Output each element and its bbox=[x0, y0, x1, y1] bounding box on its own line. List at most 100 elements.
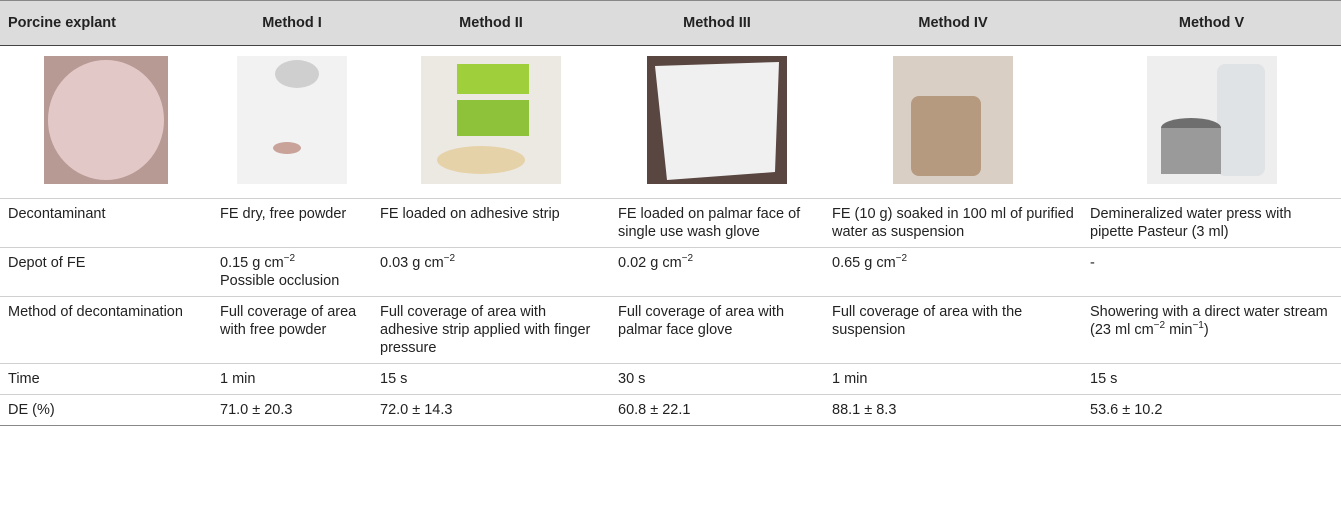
cell-text: FE loaded on palmar face of single use w… bbox=[618, 206, 801, 240]
table-cell: Full coverage of area with adhesive stri… bbox=[372, 296, 610, 364]
superscript: −2 bbox=[1153, 320, 1166, 332]
superscript: −2 bbox=[443, 253, 456, 265]
cell-line: 0.65 g cm−2 bbox=[832, 254, 1074, 272]
cell-line: 0.15 g cm−2 bbox=[220, 254, 364, 272]
cell-line: Showering with a direct water stream (23… bbox=[1090, 303, 1333, 339]
table-cell: - bbox=[1082, 247, 1341, 297]
image-cell bbox=[0, 45, 212, 199]
column-header: Porcine explant bbox=[0, 0, 212, 46]
cell-text: FE dry, free powder bbox=[220, 206, 347, 222]
cell-line: 0.03 g cm−2 bbox=[380, 254, 602, 272]
cell-line: FE (10 g) soaked in 100 ml of purified w… bbox=[832, 205, 1074, 241]
row-label: Time bbox=[0, 363, 212, 395]
cell-line: FE dry, free powder bbox=[220, 205, 364, 223]
row-label: Depot of FE bbox=[0, 247, 212, 297]
superscript: −2 bbox=[895, 253, 908, 265]
cell-line: 72.0 ± 14.3 bbox=[380, 401, 602, 419]
table-row: Decontaminant FE dry, free powder FE loade… bbox=[0, 198, 1341, 248]
table-cell: 53.6 ± 10.2 bbox=[1082, 394, 1341, 426]
cell-text: 72.0 ± 14.3 bbox=[380, 402, 453, 418]
image-cell bbox=[212, 45, 372, 199]
cell-line: 88.1 ± 8.3 bbox=[832, 401, 1074, 419]
photo-method-2 bbox=[421, 55, 561, 184]
image-row bbox=[0, 45, 1341, 199]
table-cell: 0.02 g cm−2 bbox=[610, 247, 824, 297]
cell-text: Possible occlusion bbox=[220, 273, 340, 289]
cell-text: 15 s bbox=[380, 371, 408, 387]
superscript: −1 bbox=[1192, 320, 1204, 332]
column-header: Method IV bbox=[824, 0, 1082, 46]
table-cell: Full coverage of area with the suspensio… bbox=[824, 296, 1082, 364]
cell-text: Demineralized water press with pipette P… bbox=[1090, 206, 1292, 240]
table-cell: 15 s bbox=[1082, 363, 1341, 395]
table-cell: 0.15 g cm−2 Possible occlusion bbox=[212, 247, 372, 297]
table-cell: FE loaded on palmar face of single use w… bbox=[610, 198, 824, 248]
table-row: Method of decontamination Full coverage o… bbox=[0, 296, 1341, 364]
cell-text: FE loaded on adhesive strip bbox=[380, 206, 560, 222]
header-row: Porcine explant Method I Method II Method I… bbox=[0, 0, 1341, 46]
cell-text: ) bbox=[1203, 322, 1209, 338]
cell-text: 0.65 g cm bbox=[832, 255, 896, 271]
table-cell: 72.0 ± 14.3 bbox=[372, 394, 610, 426]
row-label: Decontaminant bbox=[0, 198, 212, 248]
photo-method-5 bbox=[1146, 55, 1277, 184]
cell-text: 0.15 g cm bbox=[220, 255, 284, 271]
table-cell: 88.1 ± 8.3 bbox=[824, 394, 1082, 426]
cell-line: Possible occlusion bbox=[220, 272, 364, 290]
cell-line: 30 s bbox=[618, 370, 816, 388]
cell-line: Full coverage of area with free powder bbox=[220, 303, 364, 339]
table-row: DE (%) 71.0 ± 20.3 72.0 ± 14.3 60.8 ± 22.1 8… bbox=[0, 394, 1341, 426]
image-cell bbox=[824, 45, 1082, 199]
table-cell: 1 min bbox=[824, 363, 1082, 395]
table-cell: Showering with a direct water stream (23… bbox=[1082, 296, 1341, 364]
cell-text: 71.0 ± 20.3 bbox=[220, 402, 293, 418]
cell-line: 0.02 g cm−2 bbox=[618, 254, 816, 272]
table-cell: 0.65 g cm−2 bbox=[824, 247, 1082, 297]
table-cell: Demineralized water press with pipette P… bbox=[1082, 198, 1341, 248]
cell-line: 53.6 ± 10.2 bbox=[1090, 401, 1333, 419]
table-cell: 0.03 g cm−2 bbox=[372, 247, 610, 297]
cell-text: FE (10 g) soaked in 100 ml of purified w… bbox=[832, 206, 1074, 240]
table-cell: Full coverage of area with palmar face g… bbox=[610, 296, 824, 364]
cell-line: Full coverage of area with adhesive stri… bbox=[380, 303, 602, 357]
superscript: −2 bbox=[283, 253, 296, 265]
cell-line: 1 min bbox=[832, 370, 1074, 388]
table-cell: Full coverage of area with free powder bbox=[212, 296, 372, 364]
cell-text: Full coverage of area with free powder bbox=[220, 304, 357, 338]
cell-line: FE loaded on palmar face of single use w… bbox=[618, 205, 816, 241]
cell-line: Full coverage of area with palmar face g… bbox=[618, 303, 816, 339]
table-cell: 30 s bbox=[610, 363, 824, 395]
image-cell bbox=[610, 45, 824, 199]
table-cell: 71.0 ± 20.3 bbox=[212, 394, 372, 426]
image-cell bbox=[1082, 45, 1341, 199]
cell-text: 0.02 g cm bbox=[618, 255, 682, 271]
cell-line: 15 s bbox=[380, 370, 602, 388]
table-cell: 15 s bbox=[372, 363, 610, 395]
cell-line: 15 s bbox=[1090, 370, 1333, 388]
table-cell: 60.8 ± 22.1 bbox=[610, 394, 824, 426]
cell-line: 1 min bbox=[220, 370, 364, 388]
cell-text: 1 min bbox=[220, 371, 256, 387]
cell-line: Demineralized water press with pipette P… bbox=[1090, 205, 1333, 241]
cell-line: 71.0 ± 20.3 bbox=[220, 401, 364, 419]
cell-line: Full coverage of area with the suspensio… bbox=[832, 303, 1074, 339]
row-label: Method of decontamination bbox=[0, 296, 212, 364]
column-header: Method II bbox=[372, 0, 610, 46]
cell-text: 88.1 ± 8.3 bbox=[832, 402, 897, 418]
row-label: DE (%) bbox=[0, 394, 212, 426]
table-cell: 1 min bbox=[212, 363, 372, 395]
cell-line: - bbox=[1090, 254, 1333, 272]
table-row: Time 1 min 15 s 30 s 1 min 15 s bbox=[0, 363, 1341, 395]
cell-text: 53.6 ± 10.2 bbox=[1090, 402, 1163, 418]
photo-method-3 bbox=[647, 55, 787, 184]
image-cell bbox=[372, 45, 610, 199]
photo-method-1 bbox=[237, 55, 347, 184]
cell-text: min bbox=[1165, 322, 1193, 338]
cell-text: Full coverage of area with the suspensio… bbox=[832, 304, 1023, 338]
table: Porcine explant Method I Method II Method I… bbox=[0, 0, 1341, 426]
superscript: −2 bbox=[681, 253, 694, 265]
cell-text: 1 min bbox=[832, 371, 868, 387]
table-row: Depot of FE 0.15 g cm−2 Possible occlusion… bbox=[0, 247, 1341, 297]
column-header: Method V bbox=[1082, 0, 1341, 46]
